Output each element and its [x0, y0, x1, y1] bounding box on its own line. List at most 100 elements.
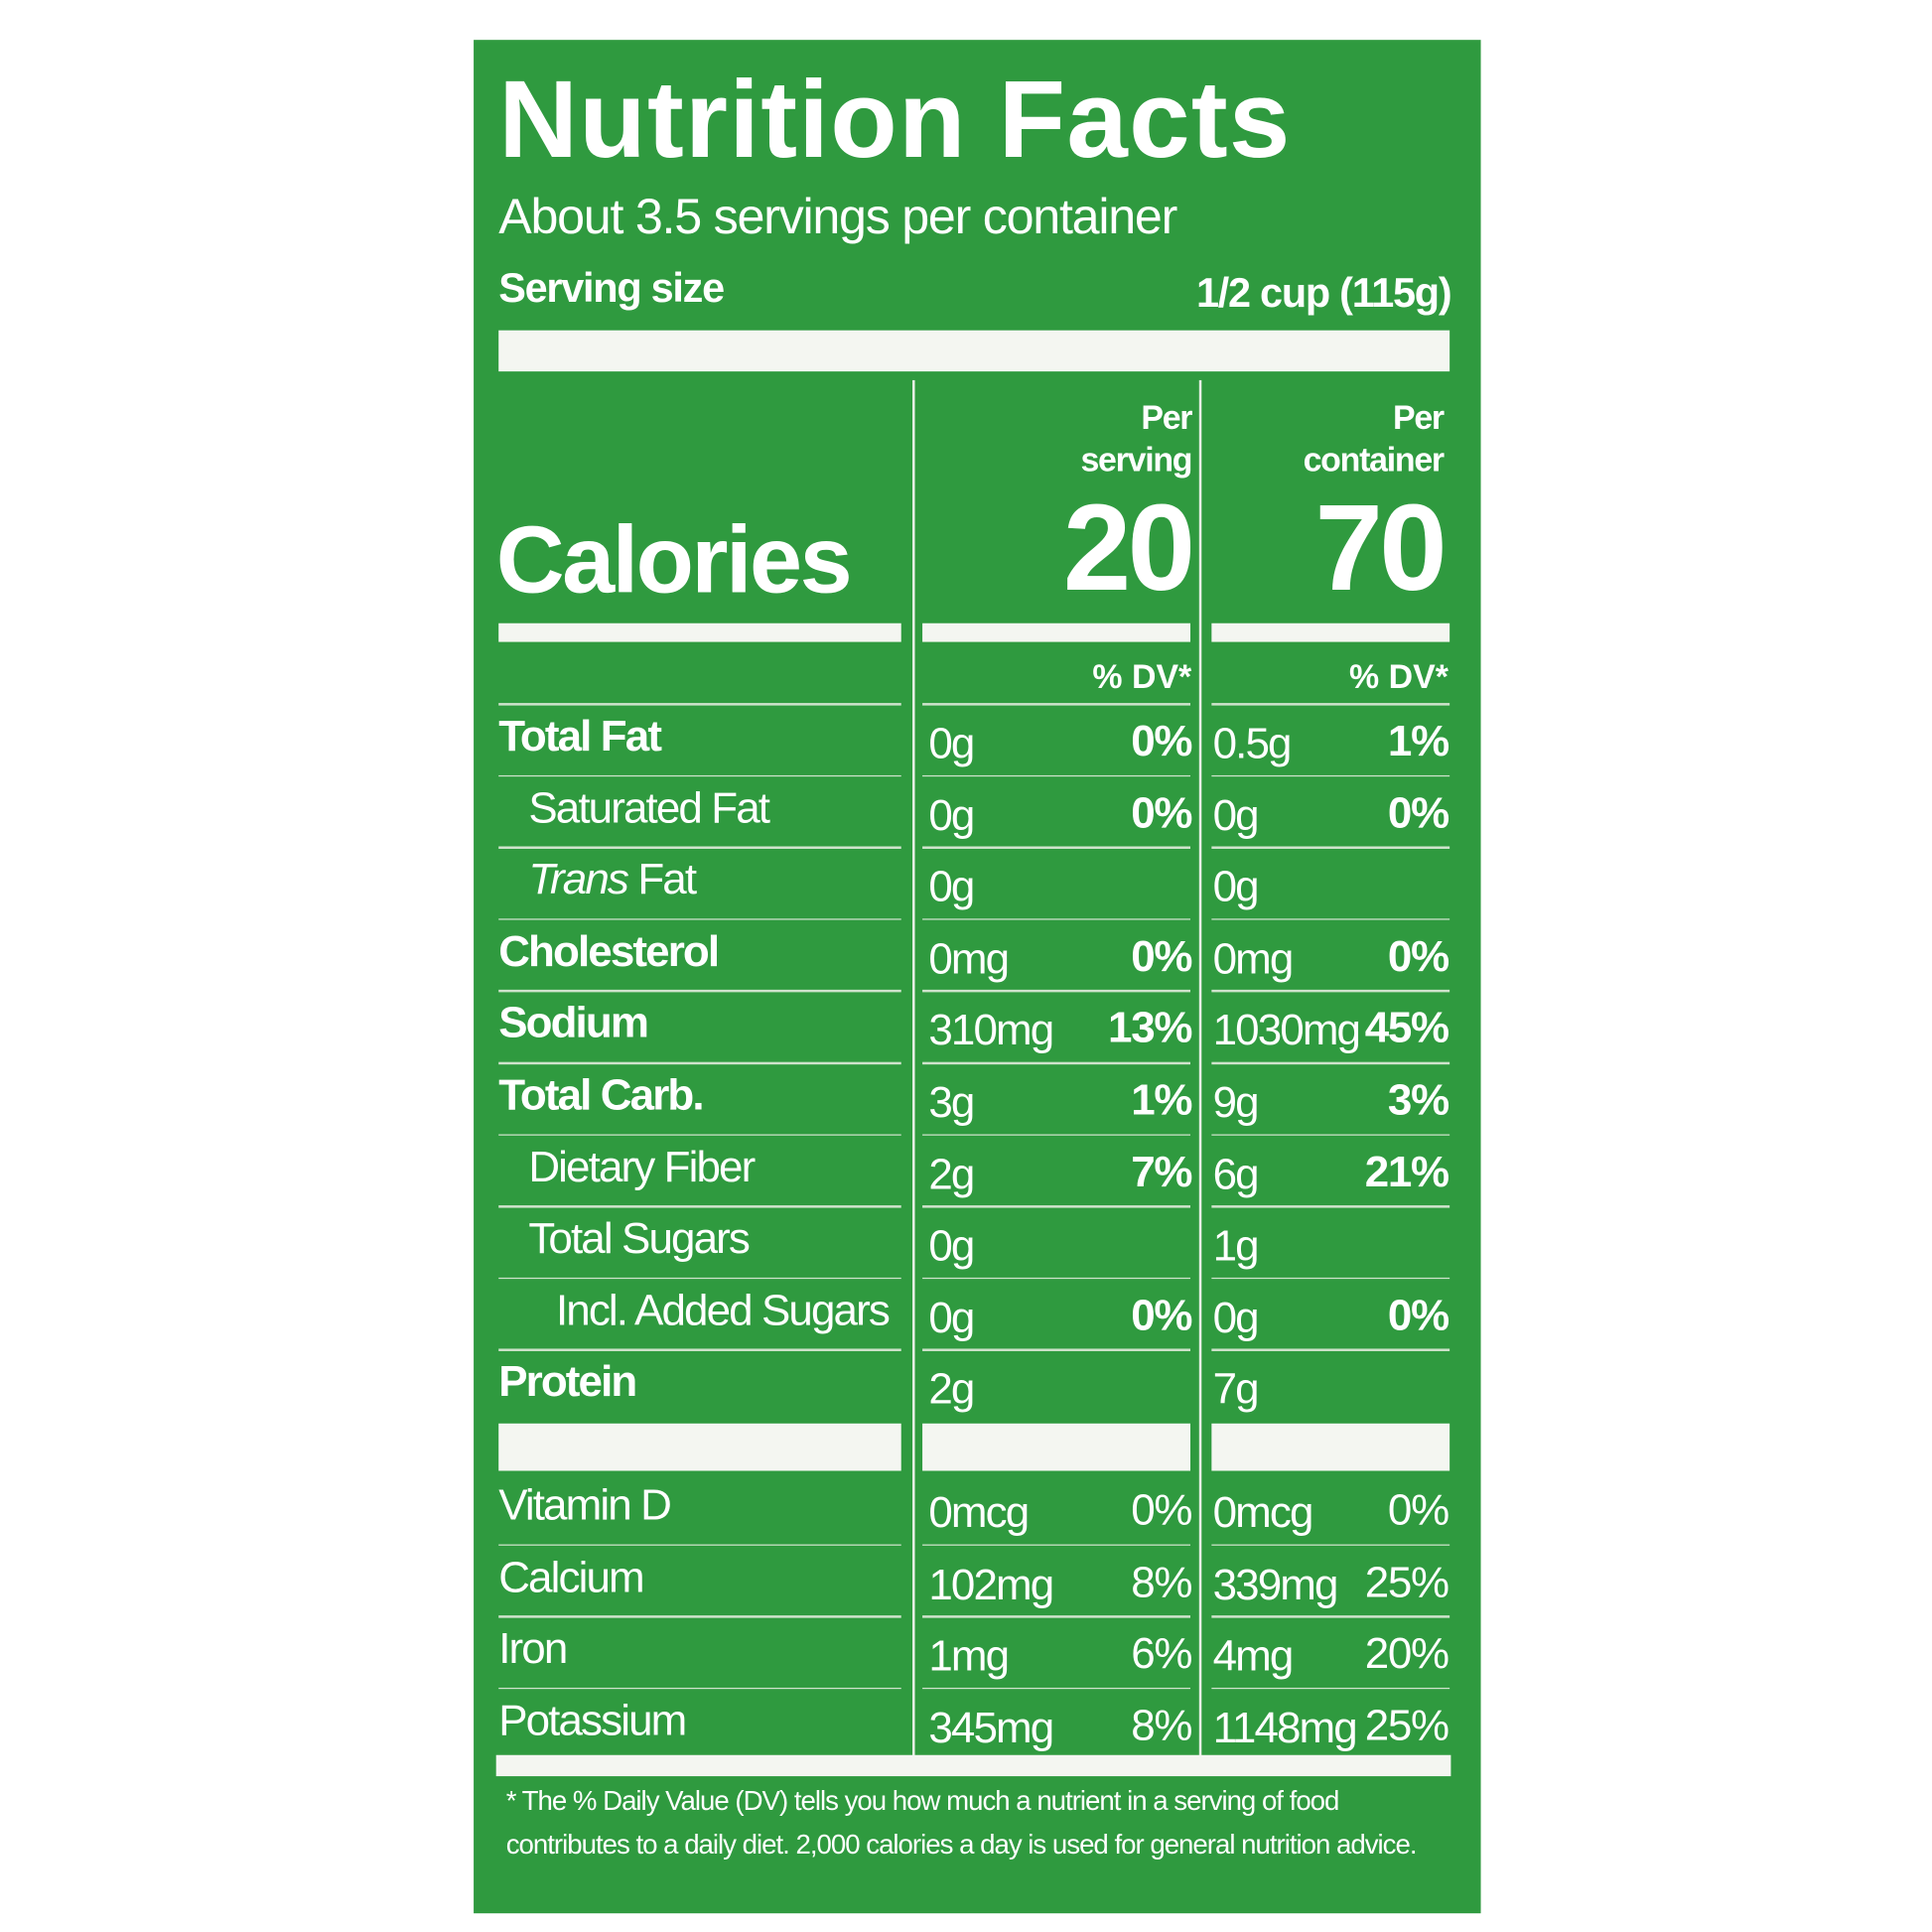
row-divider: [1211, 1615, 1450, 1618]
row-divider: [498, 703, 901, 705]
calories-per-container: 70: [1314, 479, 1448, 617]
nutrient-name: Iron: [498, 1623, 568, 1673]
nutrient-name: Protein: [498, 1357, 637, 1407]
serving-amount: 1mg: [928, 1631, 1010, 1681]
calories-per-serving: 20: [1062, 479, 1195, 617]
nutrient-name: Total Sugars: [528, 1214, 751, 1264]
serving-amount: 310mg: [928, 1006, 1054, 1055]
serving-dv: 0%: [1131, 931, 1192, 981]
container-dv: 45%: [1364, 1004, 1449, 1053]
nutrient-name: Total Fat: [498, 711, 662, 760]
row-divider: [498, 1348, 901, 1351]
serving-amount: 3g: [928, 1078, 975, 1127]
serving-dv: 0%: [1131, 788, 1192, 838]
row-divider: [1211, 1133, 1450, 1136]
nutrient-name: Potassium: [498, 1696, 687, 1745]
serving-dv: 0%: [1131, 716, 1192, 765]
row-divider: [1211, 1061, 1450, 1064]
nutrient-name: Saturated Fat: [528, 783, 770, 833]
nutrient-row: Trans Fat 0g 0g: [474, 848, 1480, 919]
serving-size-value: 1/2 cup (115g): [1195, 269, 1452, 316]
row-divider: [1211, 1348, 1450, 1351]
container-amount: 4mg: [1212, 1631, 1295, 1681]
row-divider: [498, 918, 901, 920]
container-dv: 25%: [1364, 1557, 1449, 1606]
nutrient-row: Iron 1mg 6% 4mg 20%: [474, 1616, 1480, 1688]
serving-dv: 0%: [1131, 1485, 1192, 1535]
row-divider: [1211, 918, 1450, 920]
row-divider: [498, 1061, 901, 1064]
row-divider: [922, 846, 1191, 849]
container-amount: 1g: [1212, 1221, 1260, 1271]
row-divider: [922, 1061, 1191, 1064]
nutrient-name: Vitamin D: [498, 1480, 672, 1530]
nutrient-name: Cholesterol: [498, 926, 720, 976]
nutrient-row: Dietary Fiber 2g 7% 6g 21%: [474, 1135, 1480, 1206]
divider: [495, 1754, 1451, 1777]
column-divider: [912, 379, 915, 1758]
divider: [498, 1423, 901, 1471]
container-dv: 0%: [1387, 1291, 1449, 1340]
row-divider: [1211, 846, 1450, 849]
container-amount: 7g: [1212, 1365, 1260, 1415]
divider: [922, 622, 1191, 642]
serving-dv: 7%: [1131, 1147, 1192, 1196]
nutrient-name: Trans Fat: [528, 855, 697, 904]
row-divider: [1211, 1543, 1450, 1546]
nutrient-name: Incl. Added Sugars: [555, 1286, 891, 1335]
serving-amount: 0g: [928, 863, 975, 912]
row-divider: [922, 918, 1191, 920]
container-amount: 0.5g: [1212, 719, 1293, 768]
nutrient-row: Potassium 345mg 8% 1148mg 25%: [474, 1689, 1480, 1760]
container-dv: 25%: [1364, 1701, 1449, 1750]
nutrient-row: Cholesterol 0mg 0% 0mg 0%: [474, 919, 1480, 991]
row-divider: [922, 1133, 1191, 1136]
divider: [1211, 1423, 1450, 1471]
container-amount: 0g: [1212, 1293, 1260, 1342]
container-amount: 9g: [1212, 1078, 1260, 1127]
row-divider: [498, 1205, 901, 1208]
nutrient-name: Calcium: [498, 1552, 644, 1601]
nutrient-row: Total Sugars 0g 1g: [474, 1207, 1480, 1279]
serving-amount: 2g: [928, 1150, 975, 1199]
nutrient-name: Dietary Fiber: [528, 1142, 756, 1191]
row-divider: [498, 1277, 901, 1280]
servings-per-container: About 3.5 servings per container: [498, 189, 1177, 245]
row-divider: [922, 1277, 1191, 1280]
row-divider: [922, 1205, 1191, 1208]
row-divider: [1211, 1277, 1450, 1280]
row-divider: [498, 1543, 901, 1546]
nutrient-name: Sodium: [498, 999, 649, 1048]
row-divider: [498, 846, 901, 849]
title: Nutrition Facts: [498, 57, 1292, 182]
dv-header-container: % DV*: [1349, 657, 1449, 696]
row-divider: [498, 1687, 901, 1690]
serving-amount: 0g: [928, 1293, 975, 1342]
row-divider: [498, 1615, 901, 1618]
nutrient-row: Vitamin D 0mcg 0% 0mcg 0%: [474, 1473, 1480, 1545]
nutrient-row: Calcium 102mg 8% 339mg 25%: [474, 1545, 1480, 1616]
container-amount: 1148mg: [1212, 1703, 1358, 1752]
serving-amount: 345mg: [928, 1703, 1054, 1752]
serving-amount: 102mg: [928, 1560, 1054, 1609]
container-amount: 1030mg: [1212, 1006, 1361, 1055]
row-divider: [498, 1133, 901, 1136]
nutrient-row: Sodium 310mg 13% 1030mg 45%: [474, 992, 1480, 1063]
container-dv: 21%: [1364, 1147, 1449, 1196]
serving-size-label: Serving size: [498, 264, 725, 311]
serving-amount: 0mcg: [928, 1488, 1030, 1538]
nutrition-facts-panel: Nutrition Facts About 3.5 servings per c…: [474, 40, 1481, 1914]
container-amount: 6g: [1212, 1150, 1260, 1199]
serving-dv: 13%: [1108, 1004, 1192, 1053]
serving-amount: 0g: [928, 1221, 975, 1271]
row-divider: [1211, 990, 1450, 993]
row-divider: [1211, 703, 1450, 705]
serving-dv: 0%: [1131, 1291, 1192, 1340]
container-amount: 0g: [1212, 863, 1260, 912]
row-divider: [498, 774, 901, 777]
container-amount: 0g: [1212, 790, 1260, 840]
row-divider: [922, 990, 1191, 993]
nutrient-row: Saturated Fat 0g 0% 0g 0%: [474, 776, 1480, 848]
serving-amount: 0mg: [928, 934, 1010, 984]
per-serving-header: Per serving: [1080, 398, 1192, 480]
